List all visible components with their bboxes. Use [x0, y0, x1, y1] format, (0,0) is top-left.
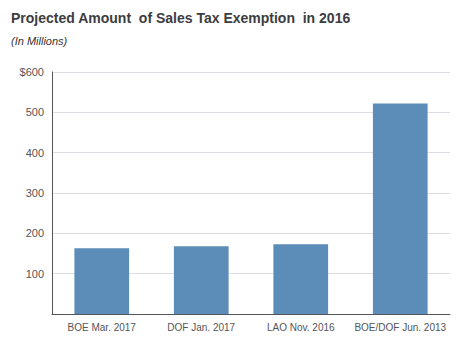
svg-text:500: 500 — [26, 106, 44, 118]
svg-text:BOE Mar. 2017: BOE Mar. 2017 — [68, 322, 137, 333]
svg-text:DOF Jan. 2017: DOF Jan. 2017 — [167, 322, 235, 333]
svg-text:$600: $600 — [20, 66, 44, 78]
svg-text:LAO Nov. 2016: LAO Nov. 2016 — [267, 322, 335, 333]
svg-text:200: 200 — [26, 227, 44, 239]
svg-text:BOE/DOF Jun. 2013: BOE/DOF Jun. 2013 — [354, 322, 446, 333]
svg-text:100: 100 — [26, 268, 44, 280]
svg-text:400: 400 — [26, 147, 44, 159]
svg-text:Projected Amount of Sales Tax: Projected Amount of Sales Tax Exemption … — [11, 10, 350, 26]
svg-text:(In Millions): (In Millions) — [11, 35, 68, 47]
svg-text:300: 300 — [26, 187, 44, 199]
